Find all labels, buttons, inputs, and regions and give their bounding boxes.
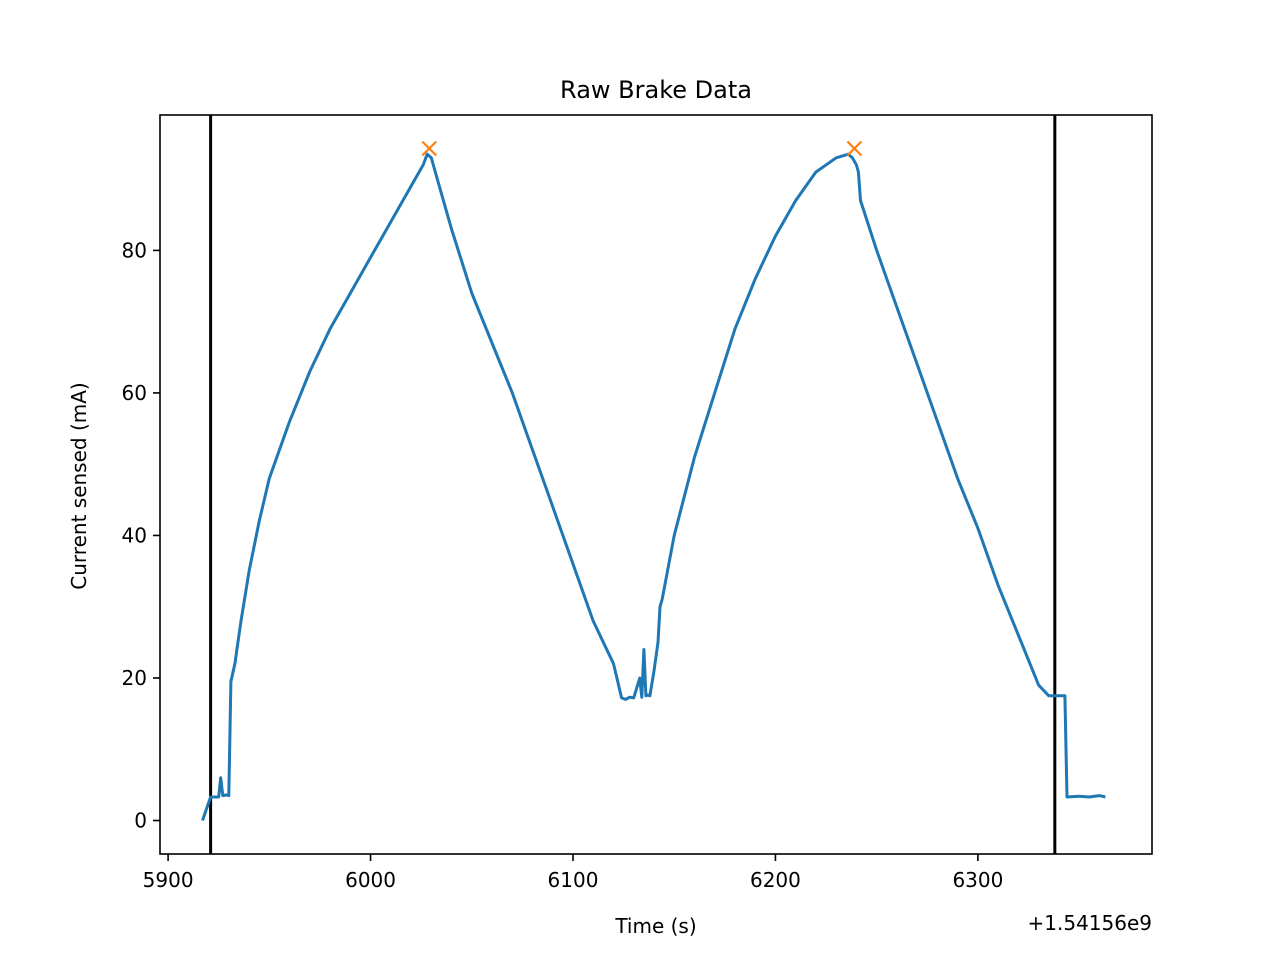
x-axis: 5900 6000 6100 6200 6300: [143, 854, 1003, 892]
y-axis: 0 20 40 60 80: [122, 238, 160, 833]
peak-marker-1: [846, 140, 863, 157]
y-tick-label-2: 40: [122, 523, 147, 547]
plot-area: [201, 115, 1106, 854]
x-tick-label-4: 6300: [952, 868, 1003, 892]
y-tick-label-0: 0: [134, 809, 147, 833]
y-tick-label-4: 80: [122, 238, 147, 262]
x-offset-label: +1.54156e9: [1028, 911, 1153, 935]
axes-frame: [159, 114, 1153, 855]
x-tick-label-1: 6000: [345, 868, 396, 892]
y-tick-label-3: 60: [122, 381, 147, 405]
x-tick-label-2: 6100: [548, 868, 599, 892]
peak-marker-0: [421, 140, 438, 157]
y-axis-label: Current sensed (mA): [67, 382, 91, 589]
chart-title: Raw Brake Data: [560, 76, 752, 104]
y-tick-label-1: 20: [122, 666, 147, 690]
x-tick-label-3: 6200: [750, 868, 801, 892]
series-line-0: [201, 152, 1106, 821]
x-axis-label: Time (s): [614, 914, 696, 938]
x-tick-label-0: 5900: [143, 868, 194, 892]
